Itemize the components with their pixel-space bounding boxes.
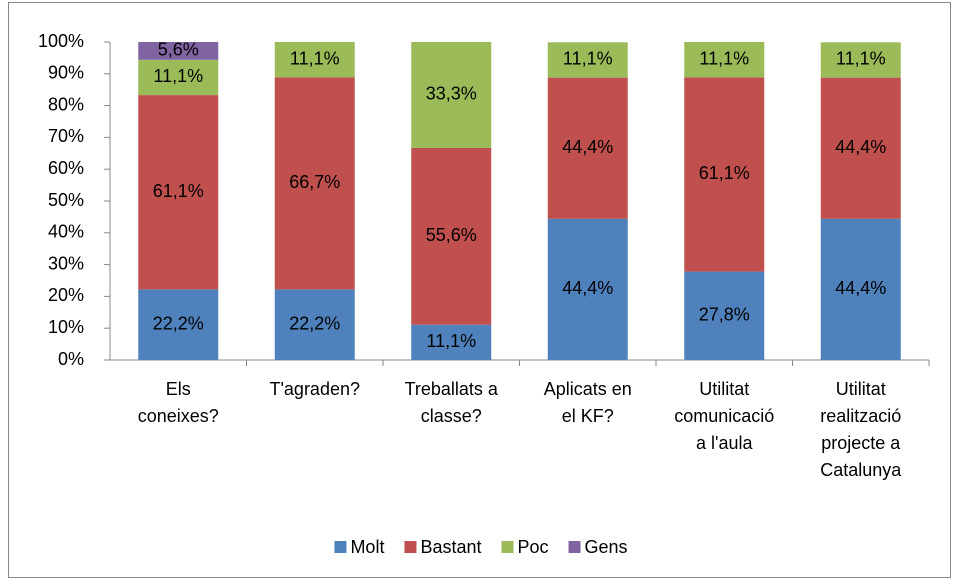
data-label: 44,4% <box>562 278 613 298</box>
data-label: 11,1% <box>699 48 749 68</box>
bar-segment <box>411 324 492 360</box>
y-tick-label: 10% <box>48 317 84 337</box>
x-tick-label: realització <box>820 406 901 426</box>
legend-label: Molt <box>350 537 384 557</box>
bar-segment <box>684 42 765 78</box>
data-label: 44,4% <box>562 137 613 157</box>
data-label: 11,1% <box>563 49 613 69</box>
legend-swatch <box>568 541 581 553</box>
bar-segment <box>547 42 628 78</box>
data-label: 22,2% <box>153 313 204 333</box>
data-label: 27,8% <box>699 305 750 325</box>
bar-segment <box>138 289 219 360</box>
y-tick-label: 30% <box>48 253 84 273</box>
y-tick-label: 80% <box>48 94 84 114</box>
bar-segment <box>820 42 901 78</box>
bar-segment <box>547 77 628 219</box>
legend-swatch <box>404 541 417 553</box>
x-tick-label: T'agraden? <box>269 379 360 399</box>
bar-segment <box>138 59 219 96</box>
legend-swatch <box>334 541 347 553</box>
data-label: 11,1% <box>426 331 476 351</box>
data-label: 44,4% <box>835 137 886 157</box>
bar-segment <box>820 218 901 360</box>
legend-label: Bastant <box>420 537 481 557</box>
x-tick-label: Treballats a <box>405 379 499 399</box>
x-tick-label: Utilitat <box>836 379 886 399</box>
data-label: 55,6% <box>426 225 477 245</box>
x-tick-label: Utilitat <box>699 379 749 399</box>
bar-segment <box>684 271 765 360</box>
y-tick-label: 50% <box>48 190 84 210</box>
x-tick-label: Aplicats en <box>544 379 632 399</box>
data-label: 11,1% <box>153 66 203 86</box>
bar-segment <box>411 147 492 325</box>
y-tick-label: 40% <box>48 222 84 242</box>
x-tick-label: Catalunya <box>820 460 902 480</box>
x-tick-label: el KF? <box>562 406 614 426</box>
x-tick-label: a l'aula <box>696 433 753 453</box>
x-tick-label: classe? <box>421 406 482 426</box>
bar-segment <box>274 289 355 360</box>
data-label: 66,7% <box>289 172 340 192</box>
bar-segment <box>274 42 355 78</box>
data-label: 5,6% <box>158 40 199 60</box>
x-tick-label: projecte a <box>821 433 901 453</box>
bar-segment <box>684 77 765 272</box>
y-tick-label: 0% <box>58 349 84 369</box>
y-tick-label: 60% <box>48 158 84 178</box>
data-label: 11,1% <box>290 48 340 68</box>
legend-label: Poc <box>518 537 549 557</box>
data-label: 11,1% <box>836 49 886 69</box>
y-tick-label: 70% <box>48 126 84 146</box>
x-tick-label: coneixes? <box>138 406 219 426</box>
bar-segment <box>138 95 219 290</box>
bar-segment <box>820 77 901 219</box>
data-label: 33,3% <box>426 84 477 104</box>
bar-segment <box>138 42 219 60</box>
bar-segment <box>274 77 355 290</box>
data-label: 61,1% <box>699 163 750 183</box>
y-tick-label: 100% <box>38 31 84 51</box>
data-label: 61,1% <box>153 181 204 201</box>
data-label: 44,4% <box>835 278 886 298</box>
legend-swatch <box>501 541 514 553</box>
data-label: 22,2% <box>289 313 340 333</box>
x-tick-label: comunicació <box>674 406 774 426</box>
legend-label: Gens <box>585 537 628 557</box>
y-tick-label: 90% <box>48 63 84 83</box>
x-tick-label: Els <box>166 379 191 399</box>
y-tick-label: 20% <box>48 285 84 305</box>
bar-segment <box>547 218 628 360</box>
bar-segment <box>411 42 492 148</box>
